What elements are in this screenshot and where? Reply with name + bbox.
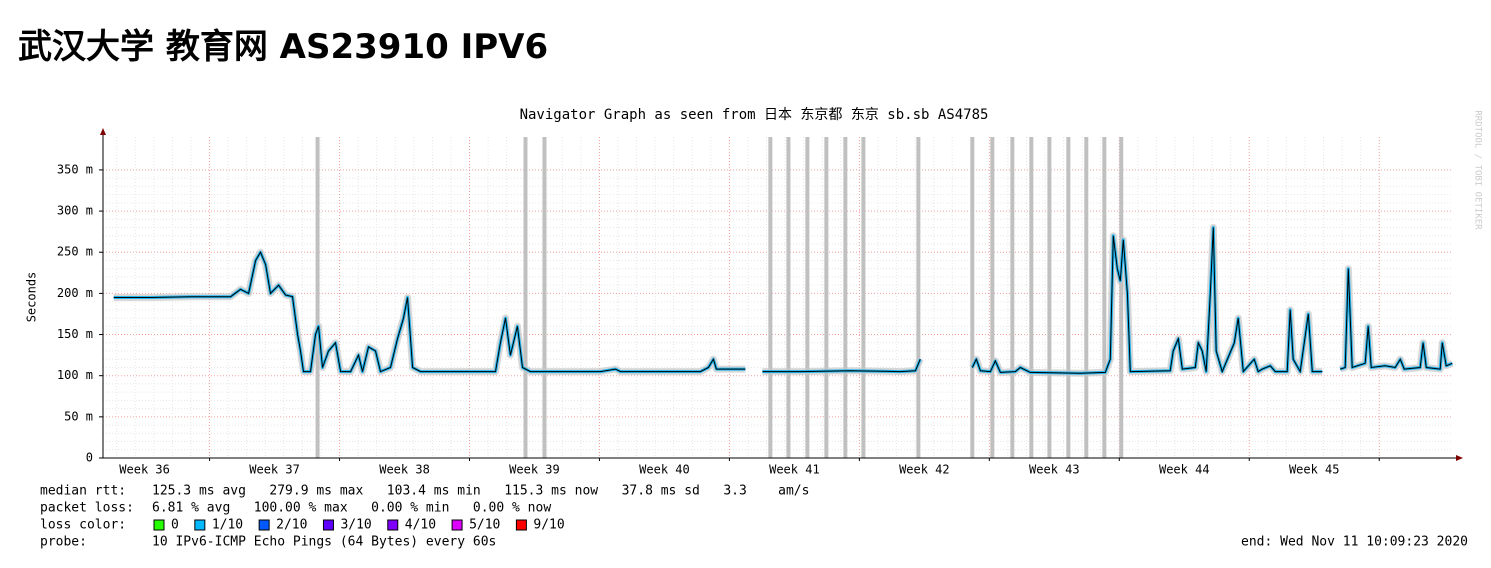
legend-swatch <box>515 519 527 531</box>
median-line <box>971 227 1323 374</box>
legend-item: 0 <box>171 518 179 533</box>
outage-bar <box>786 137 791 458</box>
outage-bar <box>1010 137 1015 458</box>
median-line <box>113 251 746 373</box>
x-tick-label: Week 43 <box>1029 463 1080 477</box>
legend-swatch <box>153 519 165 531</box>
x-arrow <box>1456 455 1463 461</box>
x-tick-label: Week 39 <box>509 463 560 477</box>
x-tick-label: Week 37 <box>249 463 300 477</box>
legend-item: 4/10 <box>405 518 436 533</box>
stat-label: packet loss: <box>40 501 134 516</box>
x-tick-label: Week 36 <box>119 463 170 477</box>
outage-bar <box>861 137 866 458</box>
outage-bar <box>916 137 921 458</box>
median-line <box>762 359 921 373</box>
legend-label: loss color: <box>40 518 126 533</box>
outage-bar <box>1066 137 1071 458</box>
stat-text: 6.81 % avg 100.00 % max 0.00 % min 0.00 … <box>152 501 551 516</box>
probe-label: probe: <box>40 535 87 550</box>
outage-bar <box>1047 137 1052 458</box>
chart-title: Navigator Graph as seen from 日本 东京都 东京 s… <box>520 107 989 123</box>
x-tick-label: Week 44 <box>1159 463 1210 477</box>
legend-item: 1/10 <box>212 518 243 533</box>
smoke <box>113 248 746 376</box>
probe-text: 10 IPv6-ICMP Echo Pings (64 Bytes) every… <box>152 535 496 550</box>
y-tick-label: 350 m <box>57 162 93 176</box>
outage-bar <box>805 137 810 458</box>
y-axis-label: Seconds <box>25 272 39 323</box>
plot: 0 50 m 100 m 150 m 200 m 250 m 300 m 350 m Week … <box>57 137 1454 477</box>
y-tick-label: 100 m <box>57 368 93 382</box>
x-tick-label: Week 41 <box>769 463 820 477</box>
legend-swatch <box>322 519 334 531</box>
legend-item: 9/10 <box>533 518 564 533</box>
legend-swatch <box>194 519 206 531</box>
x-tick-label: Week 45 <box>1289 463 1340 477</box>
legend-item: 3/10 <box>340 518 371 533</box>
outage-bar <box>1029 137 1034 458</box>
legend-swatch <box>387 519 399 531</box>
footer: median rtt: 125.3 ms avg 279.9 ms max 103… <box>40 484 1468 550</box>
outage-bar <box>843 137 848 458</box>
smoke <box>1339 265 1454 373</box>
legend-swatch <box>451 519 463 531</box>
legend-swatch <box>258 519 270 531</box>
y-tick-label: 250 m <box>57 245 93 259</box>
end-time: end: Wed Nov 11 10:09:23 2020 <box>1241 535 1468 550</box>
y-tick-label: 0 <box>86 451 93 465</box>
loss-line <box>1339 267 1453 371</box>
stat-label: median rtt: <box>40 484 126 499</box>
outage-bar <box>768 137 773 458</box>
outage-bar <box>523 137 528 458</box>
y-arrow <box>100 128 106 135</box>
y-tick-label: 300 m <box>57 204 93 218</box>
x-tick-label: Week 40 <box>639 463 690 477</box>
outage-bar <box>315 137 320 458</box>
outage-bar <box>1119 137 1124 458</box>
stat-text: 125.3 ms avg 279.9 ms max 103.4 ms min 1… <box>152 484 809 499</box>
outage-bar <box>542 137 547 458</box>
outage-bar <box>1102 137 1107 458</box>
y-tick-label: 50 m <box>64 409 93 423</box>
outage-bar <box>970 137 975 458</box>
loss-line <box>113 250 746 374</box>
legend-item: 5/10 <box>469 518 500 533</box>
outage-bar <box>824 137 829 458</box>
page-title: 武汉大学 教育网 AS23910 IPV6 <box>18 27 548 67</box>
outage-bar <box>1084 137 1089 458</box>
x-tick-label: Week 42 <box>899 463 950 477</box>
watermark: RRDTOOL / TOBI OETIKER <box>1473 110 1483 230</box>
y-tick-label: 200 m <box>57 286 93 300</box>
y-tick-label: 150 m <box>57 327 93 341</box>
legend-item: 2/10 <box>276 518 307 533</box>
outage-bar <box>990 137 995 458</box>
median-line <box>1340 268 1453 370</box>
x-tick-label: Week 38 <box>379 463 430 477</box>
